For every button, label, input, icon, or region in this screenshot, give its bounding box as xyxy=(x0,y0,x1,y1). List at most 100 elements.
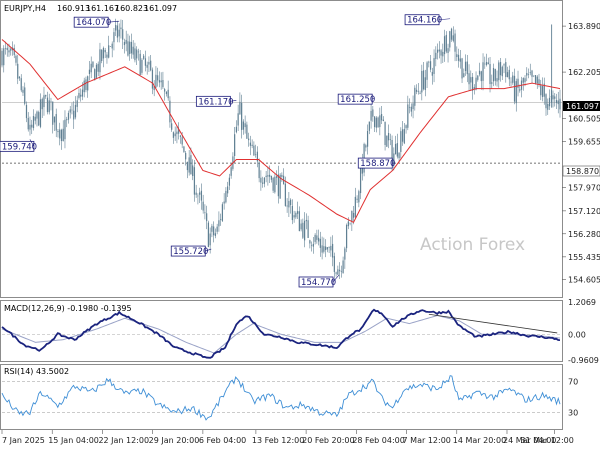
time-tick-label: 15 Jan 04:00 xyxy=(48,436,99,445)
time-tick-label: 22 Jan 12:00 xyxy=(98,436,149,445)
candle-body xyxy=(239,101,241,115)
candle-body xyxy=(67,112,70,120)
candle-body xyxy=(274,176,276,193)
candle-body xyxy=(237,113,239,126)
candle-body xyxy=(246,124,248,139)
candle-body xyxy=(291,205,293,221)
candle-body xyxy=(6,47,8,50)
candle-body xyxy=(323,246,325,252)
candle-body xyxy=(529,72,531,74)
candle-body xyxy=(66,119,68,121)
candle-body xyxy=(249,142,251,146)
candle-body xyxy=(333,256,335,272)
candle-body xyxy=(487,62,489,65)
candle-body xyxy=(450,28,453,40)
candle-body xyxy=(412,103,414,110)
candle-body xyxy=(216,226,218,232)
candle-body xyxy=(435,52,437,60)
candle-body xyxy=(130,41,133,54)
candle-body xyxy=(538,79,540,85)
macd-label: MACD(12,26,9) -0.1980 -0.1395 xyxy=(4,304,132,313)
candle-body xyxy=(74,104,77,118)
candle-body xyxy=(442,51,444,57)
candle-body xyxy=(347,221,349,227)
time-tick-label: 31 Mar 12:00 xyxy=(520,436,573,445)
current-price-tag-bg xyxy=(563,101,600,111)
candle-body xyxy=(403,129,405,144)
candle-body xyxy=(125,39,127,44)
rsi-panel-frame xyxy=(0,364,563,430)
candle-body xyxy=(398,152,400,159)
time-tick-label: 28 Feb 04:00 xyxy=(352,436,404,445)
candle-body xyxy=(548,97,551,107)
candle-body xyxy=(52,101,54,125)
candle-body xyxy=(3,48,5,66)
candle-body xyxy=(228,177,231,186)
candle-body xyxy=(43,95,45,108)
macd-tick-label: -0.9609 xyxy=(568,356,599,365)
candle-body xyxy=(190,155,192,175)
current-price-label: 161.097 xyxy=(566,102,599,111)
candle-body xyxy=(73,110,75,120)
candle-body xyxy=(354,196,356,218)
candle-body xyxy=(41,98,43,110)
candle-body xyxy=(305,219,307,222)
candle-body xyxy=(461,58,463,79)
candle-body xyxy=(457,54,460,61)
candle-body xyxy=(235,126,238,133)
support-price-tag-bg xyxy=(562,165,600,177)
candle-body xyxy=(143,55,145,59)
candle-body xyxy=(214,233,217,236)
candle-body xyxy=(326,247,328,250)
swing-callout: 154.770 xyxy=(298,274,340,288)
candle-body xyxy=(78,92,80,98)
candle-body xyxy=(541,86,544,97)
candle-body xyxy=(408,106,411,108)
swing-callout: 164.070 xyxy=(73,16,120,28)
candle-body xyxy=(146,64,148,68)
candle-body xyxy=(459,58,461,62)
price-tick-label: 154.605 xyxy=(568,275,600,284)
time-tick-label: 20 Feb 20:00 xyxy=(302,436,354,445)
candle-body xyxy=(165,91,168,95)
candle-body xyxy=(304,220,306,241)
candle-body xyxy=(277,174,279,197)
candle-body xyxy=(193,167,196,195)
price-tick-label: 160.505 xyxy=(568,114,600,123)
candle-body xyxy=(15,55,17,63)
candle-body xyxy=(29,124,31,130)
candle-body xyxy=(290,199,292,206)
candle-body xyxy=(531,70,533,77)
candle-body xyxy=(176,131,178,135)
candle-body xyxy=(269,174,271,177)
candle-body xyxy=(153,86,155,91)
candle-body xyxy=(407,104,409,128)
candle-body xyxy=(401,129,404,142)
swing-callout-label: 164.070 xyxy=(76,18,111,28)
macd-panel: MACD(12,26,9) -0.1980 -0.1395 1.2069 0.00… xyxy=(0,298,599,365)
rsi-line xyxy=(1,375,561,421)
swing-callout-label: 161.170 xyxy=(198,97,233,107)
candle-body xyxy=(377,117,379,128)
rsi-tick-label: 70 xyxy=(568,378,578,387)
candle-body xyxy=(506,72,509,78)
candle-body xyxy=(298,211,300,232)
candle-body xyxy=(85,79,87,91)
rsi-axis: 70 30 xyxy=(2,378,578,418)
candle-body xyxy=(508,69,510,80)
candle-body xyxy=(311,244,313,246)
candle-body xyxy=(46,97,49,113)
candle-body xyxy=(284,183,286,206)
candle-body xyxy=(141,59,143,73)
candle-body xyxy=(38,112,40,126)
candle-body xyxy=(57,130,59,133)
candle-body xyxy=(186,161,189,171)
candle-body xyxy=(499,62,502,76)
swing-callout-label: 155.720 xyxy=(173,247,208,257)
candle-body xyxy=(454,33,456,52)
candle-body xyxy=(471,76,474,91)
candle-body xyxy=(405,125,407,129)
candle-body xyxy=(515,81,517,104)
candle-body xyxy=(316,235,318,240)
candle-body xyxy=(64,119,66,140)
